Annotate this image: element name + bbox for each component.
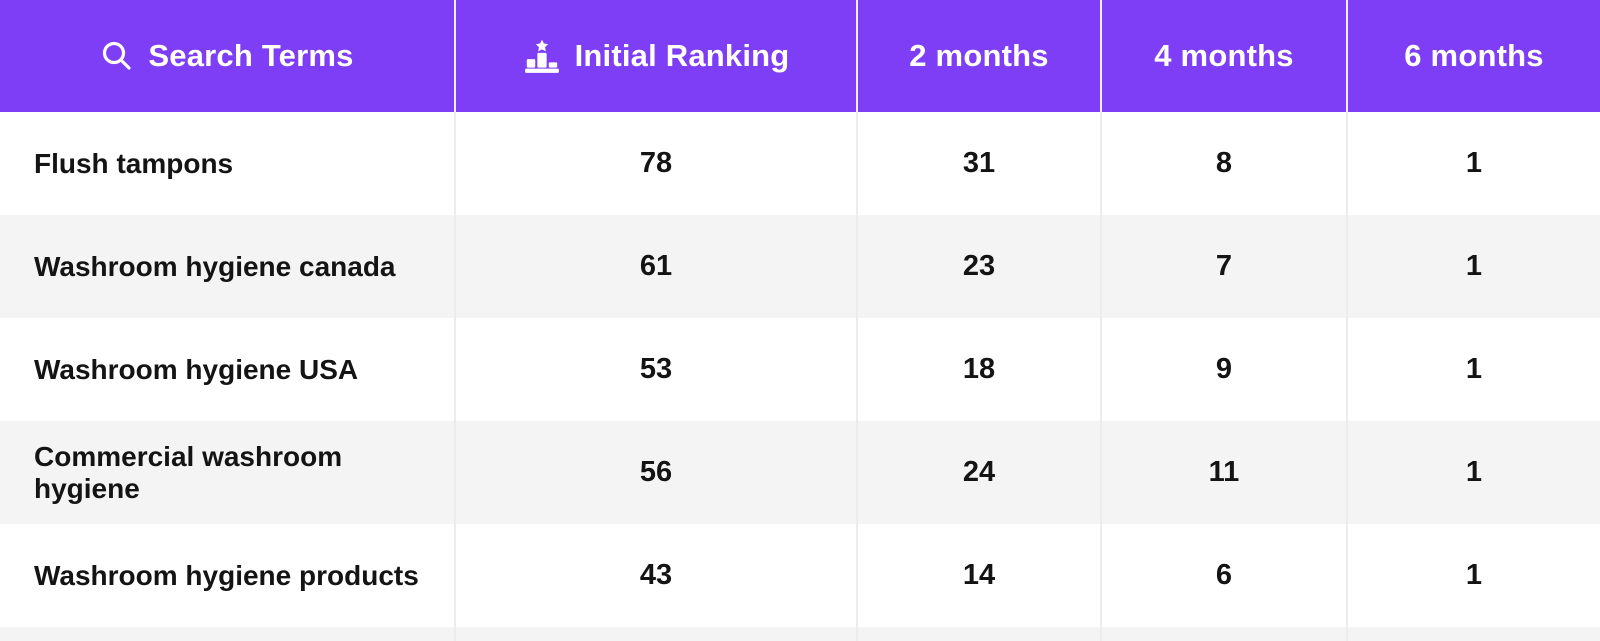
4-months-cell: 7 — [1102, 215, 1348, 318]
initial-ranking-cell: 53 — [456, 318, 858, 421]
search-term-cell: Flush tampons — [0, 112, 456, 215]
2-months-cell: 23 — [858, 215, 1102, 318]
initial-ranking-cell: 61 — [456, 215, 858, 318]
initial-ranking-cell: 78 — [456, 112, 858, 215]
column-header-label: 6 months — [1404, 38, 1544, 73]
table-row-partial — [0, 627, 1600, 641]
column-header-label: Search Terms — [148, 38, 354, 73]
podium-star-icon — [523, 37, 561, 75]
table-row: Washroom hygiene canada 61 23 7 1 — [0, 215, 1600, 318]
column-header-initial-ranking: Initial Ranking — [456, 0, 858, 112]
2-months-cell: 14 — [858, 524, 1102, 627]
column-header-label: 4 months — [1154, 38, 1294, 73]
6-months-cell: 1 — [1348, 421, 1600, 524]
2-months-cell — [858, 627, 1102, 641]
6-months-cell: 1 — [1348, 524, 1600, 627]
column-header-2-months: 2 months — [858, 0, 1102, 112]
search-icon — [100, 39, 134, 73]
search-term-cell: Washroom hygiene USA — [0, 318, 456, 421]
2-months-cell: 18 — [858, 318, 1102, 421]
table-row: Flush tampons 78 31 8 1 — [0, 112, 1600, 215]
search-term-cell: Washroom hygiene products — [0, 524, 456, 627]
2-months-cell: 24 — [858, 421, 1102, 524]
table-row: Commercial washroom hygiene 56 24 11 1 — [0, 421, 1600, 524]
column-header-search-terms: Search Terms — [0, 0, 456, 112]
column-header-label: 2 months — [909, 38, 1049, 73]
6-months-cell: 1 — [1348, 318, 1600, 421]
6-months-cell: 1 — [1348, 112, 1600, 215]
4-months-cell: 6 — [1102, 524, 1348, 627]
initial-ranking-cell: 43 — [456, 524, 858, 627]
initial-ranking-cell — [456, 627, 858, 641]
search-term-cell: Commercial washroom hygiene — [0, 421, 456, 524]
search-term-cell — [0, 627, 456, 641]
table-row: Washroom hygiene products 43 14 6 1 — [0, 524, 1600, 627]
column-header-label: Initial Ranking — [574, 38, 790, 73]
column-header-4-months: 4 months — [1102, 0, 1348, 112]
4-months-cell: 9 — [1102, 318, 1348, 421]
initial-ranking-cell: 56 — [456, 421, 858, 524]
table-header-row: Search Terms Initial Ranking 2 months 4 … — [0, 0, 1600, 112]
search-term-cell: Washroom hygiene canada — [0, 215, 456, 318]
4-months-cell — [1102, 627, 1348, 641]
6-months-cell — [1348, 627, 1600, 641]
4-months-cell: 8 — [1102, 112, 1348, 215]
table-row: Washroom hygiene USA 53 18 9 1 — [0, 318, 1600, 421]
4-months-cell: 11 — [1102, 421, 1348, 524]
6-months-cell: 1 — [1348, 215, 1600, 318]
column-header-6-months: 6 months — [1348, 0, 1600, 112]
2-months-cell: 31 — [858, 112, 1102, 215]
